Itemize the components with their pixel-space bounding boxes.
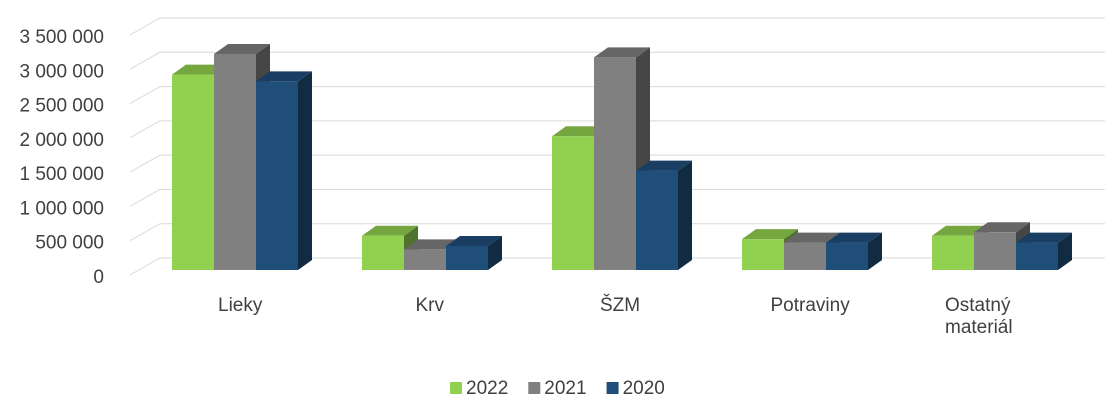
- legend-swatch: [528, 382, 541, 394]
- grid-line: [129, 86, 1105, 105]
- bar: [256, 81, 298, 270]
- bar-top: [636, 160, 692, 171]
- y-tick-label: 0: [93, 267, 104, 288]
- y-tick-label: 1 500 000: [19, 164, 104, 185]
- bar: [446, 246, 488, 270]
- grid-line: [129, 120, 1105, 139]
- legend-label: 2022: [466, 378, 508, 399]
- bar-side: [678, 160, 692, 270]
- grid-line: [129, 223, 1105, 242]
- x-tick-label: Potraviny: [770, 295, 850, 316]
- bar-top: [362, 225, 418, 236]
- grid-line: [129, 51, 1105, 70]
- bar-top: [594, 47, 650, 58]
- bar: [784, 242, 826, 270]
- bar-top: [256, 71, 312, 82]
- bar: [552, 136, 594, 270]
- y-tick-label: 3 000 000: [19, 61, 104, 82]
- bar: [932, 235, 974, 270]
- bar-top: [826, 232, 882, 243]
- legend-swatch: [450, 382, 462, 394]
- y-tick-label: 500 000: [35, 233, 104, 254]
- x-tick-label: Lieky: [218, 295, 263, 316]
- x-tick-label: ŠZM: [600, 295, 641, 316]
- x-tick-label: Ostatný materiál: [945, 295, 1013, 338]
- bar: [362, 235, 404, 270]
- x-tick-label: Krv: [415, 295, 445, 316]
- bar-top: [1016, 232, 1072, 243]
- bar: [594, 57, 636, 270]
- bar: [974, 232, 1016, 270]
- bar: [1016, 242, 1058, 270]
- legend-label: 2020: [623, 378, 665, 399]
- bar-side: [868, 232, 882, 270]
- y-tick-label: 3 500 000: [19, 27, 104, 48]
- grid-line: [129, 154, 1105, 173]
- bar-top: [974, 222, 1030, 233]
- bar-side: [1058, 232, 1072, 270]
- bar: [404, 249, 446, 270]
- bar-top: [784, 232, 840, 243]
- bar: [826, 242, 868, 270]
- bar-side: [298, 71, 312, 270]
- bar-top: [446, 236, 502, 246]
- y-tick-label: 2 500 000: [19, 96, 104, 117]
- y-tick-label: 1 000 000: [19, 198, 104, 219]
- grid-line: [129, 188, 1105, 207]
- bar-top: [742, 229, 798, 240]
- grid-line: [129, 17, 1105, 36]
- bar: [742, 239, 784, 270]
- bar-side: [488, 236, 502, 270]
- y-tick-label: 2 000 000: [19, 130, 104, 151]
- legend-label: 2021: [544, 378, 586, 399]
- bar-top: [214, 44, 270, 54]
- bar: [172, 74, 214, 270]
- bar: [214, 54, 256, 270]
- bar: [636, 170, 678, 270]
- legend-swatch: [606, 382, 619, 394]
